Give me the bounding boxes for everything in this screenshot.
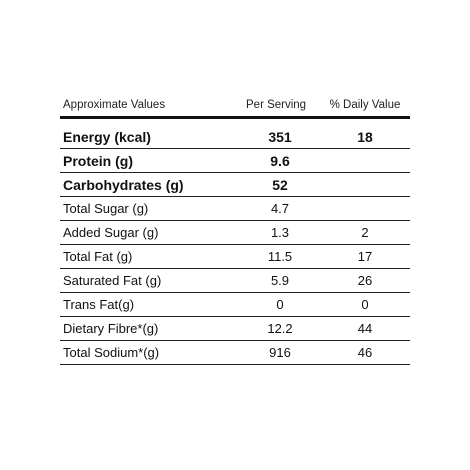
row-name: Total Sodium*(g): [63, 345, 160, 360]
row-name: Dietary Fibre*(g): [63, 321, 159, 336]
row-name: Protein (g): [63, 152, 133, 169]
row-name: Carbohydrates (g): [63, 176, 184, 193]
table-row: Protein (g) 9.6: [60, 149, 410, 173]
row-daily-value: 18: [357, 128, 373, 145]
row-per-serving: 1.3: [270, 225, 290, 240]
header-daily-value: % Daily Value: [329, 99, 401, 111]
row-daily-value: 44: [357, 321, 373, 336]
table-row: Added Sugar (g) 1.3 2: [60, 221, 410, 245]
table-row: Saturated Fat (g) 5.9 26: [60, 269, 410, 293]
row-per-serving: 9.6: [270, 152, 290, 169]
table-row: Dietary Fibre*(g) 12.2 44: [60, 317, 410, 341]
row-name: Saturated Fat (g): [63, 273, 162, 288]
row-per-serving: 916: [269, 345, 291, 360]
row-daily-value: 2: [361, 225, 369, 240]
nutrition-table: Approximate Values Per Serving % Daily V…: [60, 94, 410, 365]
row-per-serving: 11.5: [267, 249, 293, 264]
header-per-serving: Per Serving: [246, 99, 307, 111]
row-daily-value: 0: [361, 297, 369, 312]
row-name: Added Sugar (g): [63, 225, 159, 240]
row-per-serving: 12.2: [267, 321, 293, 336]
row-daily-value: 17: [357, 249, 373, 264]
table-row: Total Sodium*(g) 916 46: [60, 341, 410, 365]
row-name: Trans Fat(g): [63, 297, 135, 312]
row-name: Total Sugar (g): [63, 201, 149, 216]
table-row: Total Sugar (g) 4.7: [60, 197, 410, 221]
row-per-serving: 351: [268, 128, 292, 145]
row-per-serving: 0: [276, 297, 284, 312]
row-daily-value: 46: [357, 345, 373, 360]
row-name: Total Fat (g): [63, 249, 133, 264]
header-approximate-values: Approximate Values: [63, 99, 166, 111]
row-name: Energy (kcal): [63, 128, 151, 145]
table-row: Carbohydrates (g) 52: [60, 173, 410, 197]
row-per-serving: 4.7: [270, 201, 290, 216]
table-row: Total Fat (g) 11.5 17: [60, 245, 410, 269]
table-row: Trans Fat(g) 0 0: [60, 293, 410, 317]
table-header: Approximate Values Per Serving % Daily V…: [60, 94, 410, 119]
table-row: Energy (kcal) 351 18: [60, 125, 410, 149]
row-daily-value: 26: [357, 273, 373, 288]
row-per-serving: 5.9: [270, 273, 290, 288]
row-per-serving: 52: [272, 176, 288, 193]
